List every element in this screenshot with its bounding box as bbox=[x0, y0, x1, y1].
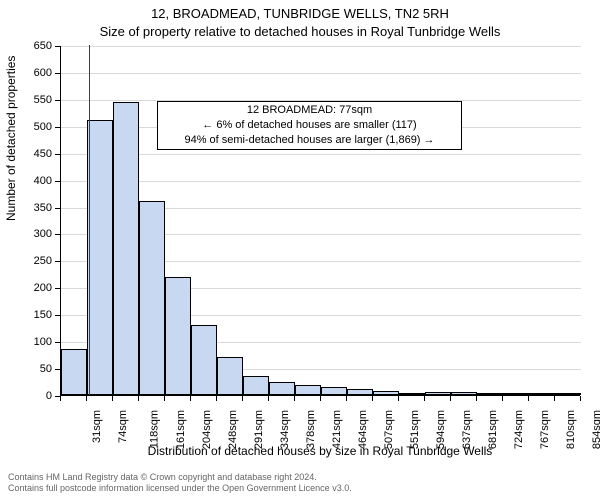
y-tick-label: 350 bbox=[4, 202, 52, 214]
x-tick-label: 854sqm bbox=[591, 410, 600, 449]
histogram-bar bbox=[373, 391, 399, 395]
x-tick-mark bbox=[424, 396, 425, 401]
histogram-bar bbox=[503, 393, 529, 395]
property-marker-line bbox=[89, 45, 90, 395]
x-tick-mark bbox=[294, 396, 295, 401]
x-tick-mark bbox=[60, 396, 61, 401]
x-tick-mark bbox=[320, 396, 321, 401]
x-tick-mark bbox=[554, 396, 555, 401]
x-tick-mark bbox=[502, 396, 503, 401]
x-tick-label: 31sqm bbox=[91, 410, 103, 443]
x-tick-label: 74sqm bbox=[117, 410, 129, 443]
histogram-bar bbox=[295, 385, 321, 395]
histogram-bar bbox=[191, 325, 217, 395]
histogram-bar bbox=[217, 357, 243, 395]
histogram-bar bbox=[529, 393, 555, 395]
y-tick-label: 650 bbox=[4, 40, 52, 52]
x-tick-mark bbox=[528, 396, 529, 401]
x-tick-mark bbox=[190, 396, 191, 401]
histogram-bar bbox=[451, 392, 477, 395]
y-tick-label: 450 bbox=[4, 148, 52, 160]
x-tick-mark bbox=[242, 396, 243, 401]
footer-line2: Contains full postcode information licen… bbox=[8, 483, 352, 494]
histogram-bar bbox=[269, 382, 295, 395]
histogram-bar bbox=[321, 387, 347, 395]
x-tick-mark bbox=[372, 396, 373, 401]
x-tick-mark bbox=[346, 396, 347, 401]
y-tick-label: 50 bbox=[4, 363, 52, 375]
y-tick-label: 200 bbox=[4, 282, 52, 294]
histogram-bar bbox=[61, 349, 87, 395]
histogram-bars bbox=[61, 45, 581, 395]
chart-title-line1: 12, BROADMEAD, TUNBRIDGE WELLS, TN2 5RH bbox=[0, 6, 600, 21]
footer-attribution: Contains HM Land Registry data © Crown c… bbox=[8, 472, 352, 494]
footer-line1: Contains HM Land Registry data © Crown c… bbox=[8, 472, 352, 483]
y-tick-label: 500 bbox=[4, 121, 52, 133]
histogram-bar bbox=[425, 392, 451, 395]
x-tick-mark bbox=[216, 396, 217, 401]
x-tick-mark bbox=[138, 396, 139, 401]
x-tick-mark bbox=[450, 396, 451, 401]
y-tick-label: 100 bbox=[4, 336, 52, 348]
y-axis-ticks: 050100150200250300350400450500550600650 bbox=[0, 46, 60, 396]
histogram-bar bbox=[113, 102, 139, 395]
x-tick-mark bbox=[398, 396, 399, 401]
chart-container: 12, BROADMEAD, TUNBRIDGE WELLS, TN2 5RH … bbox=[0, 0, 600, 500]
x-tick-mark bbox=[268, 396, 269, 401]
x-tick-mark bbox=[164, 396, 165, 401]
x-tick-mark bbox=[476, 396, 477, 401]
histogram-bar bbox=[165, 277, 191, 395]
y-tick-label: 550 bbox=[4, 94, 52, 106]
histogram-bar bbox=[243, 376, 269, 395]
annotation-line3: 94% of semi-detached houses are larger (… bbox=[160, 133, 459, 148]
y-tick-label: 300 bbox=[4, 228, 52, 240]
y-tick-label: 400 bbox=[4, 175, 52, 187]
y-tick-label: 250 bbox=[4, 255, 52, 267]
histogram-bar bbox=[399, 393, 425, 395]
annotation-line1: 12 BROADMEAD: 77sqm bbox=[160, 103, 459, 118]
x-tick-mark bbox=[112, 396, 113, 401]
histogram-bar bbox=[87, 120, 113, 395]
histogram-bar bbox=[347, 389, 373, 395]
x-tick-label: 118sqm bbox=[149, 410, 161, 448]
annotation-box: 12 BROADMEAD: 77sqm ← 6% of detached hou… bbox=[157, 101, 462, 150]
y-tick-label: 0 bbox=[4, 390, 52, 402]
x-tick-mark bbox=[86, 396, 87, 401]
x-tick-mark bbox=[580, 396, 581, 401]
histogram-bar bbox=[139, 201, 165, 395]
y-tick-label: 600 bbox=[4, 67, 52, 79]
y-tick-label: 150 bbox=[4, 309, 52, 321]
x-axis-label: Distribution of detached houses by size … bbox=[60, 444, 580, 458]
histogram-bar bbox=[477, 393, 503, 395]
annotation-line2: ← 6% of detached houses are smaller (117… bbox=[160, 118, 459, 133]
chart-title-line2: Size of property relative to detached ho… bbox=[0, 24, 600, 39]
histogram-bar bbox=[555, 393, 581, 395]
plot-area: 12 BROADMEAD: 77sqm ← 6% of detached hou… bbox=[60, 46, 580, 396]
